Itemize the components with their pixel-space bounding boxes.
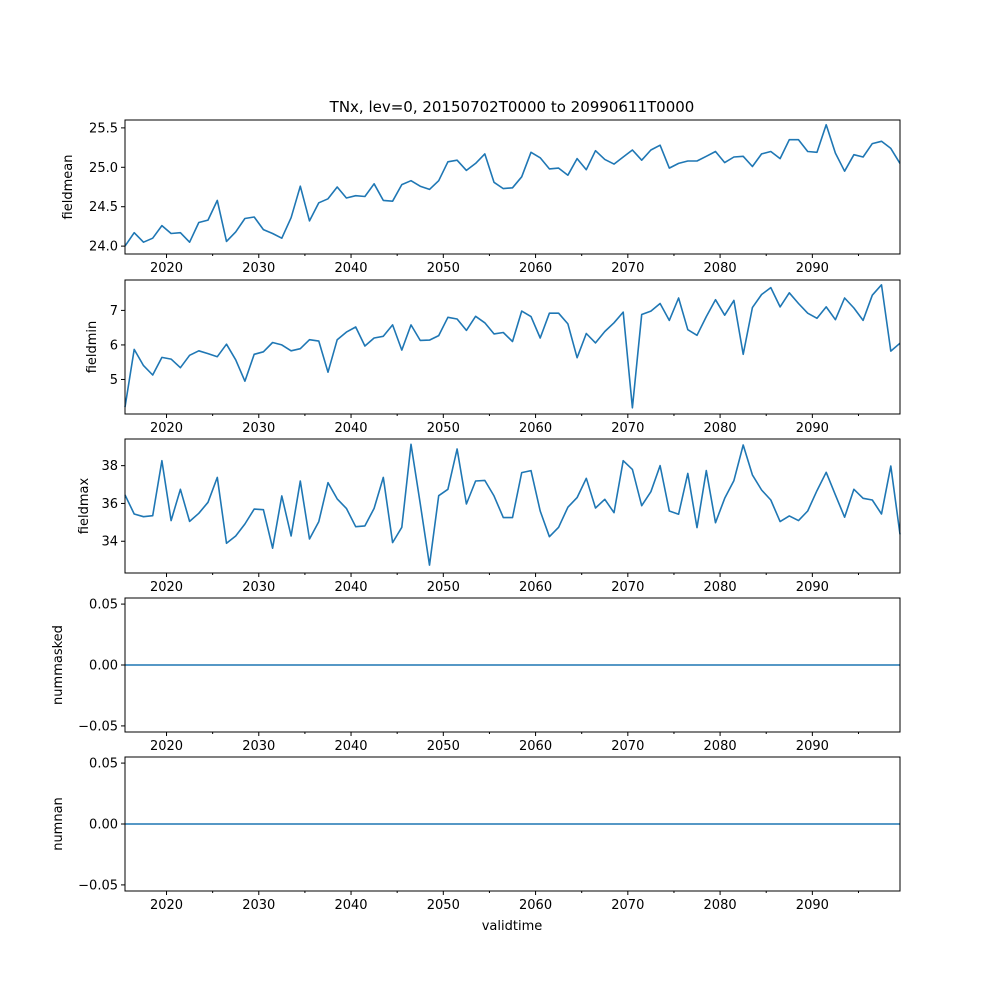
axes-frame — [124, 438, 901, 574]
x-tick-label: 2040 — [334, 261, 367, 276]
y-tick-label: −0.05 — [78, 719, 118, 734]
y-axis-label: numnan — [51, 797, 66, 851]
x-tick-label: 2050 — [427, 421, 460, 436]
y-tick-label: 34 — [101, 535, 118, 550]
x-tick-label: 2060 — [519, 421, 552, 436]
y-axis-label: nummasked — [51, 625, 66, 705]
x-tick-label: 2020 — [150, 898, 183, 913]
x-tick-label: 2040 — [334, 421, 367, 436]
x-tick-label: 2070 — [611, 739, 644, 754]
x-tick-label: 2080 — [704, 739, 737, 754]
subplot-nummasked: −0.05 0.00 0.05 2020 2030 2040 2050 2060 2070 208… — [51, 597, 901, 754]
x-tick-label: 2050 — [427, 261, 460, 276]
x-tick-label: 2070 — [611, 898, 644, 913]
x-tick-label: 2090 — [796, 898, 829, 913]
y-tick-label: 25.0 — [89, 161, 118, 176]
subplot-numnan: −0.05 0.00 0.05 2020 2030 2040 2050 2060 2070 208… — [51, 756, 901, 913]
series-line-fieldmean — [124, 123, 901, 247]
x-tick-label: 2080 — [704, 898, 737, 913]
x-tick-label: 2090 — [796, 580, 829, 595]
x-tick-label: 2090 — [796, 261, 829, 276]
x-tick-label: 2030 — [242, 898, 275, 913]
chart-title: TNx, lev=0, 20150702T0000 to 20990611T00… — [329, 98, 695, 116]
y-tick-label: 0.05 — [89, 757, 118, 772]
subplot-fieldmean: 24.0 24.5 25.0 25.5 2020 2030 2040 2050 2060 2070… — [61, 119, 901, 276]
x-tick-label: 2080 — [704, 580, 737, 595]
x-tick-label: 2050 — [427, 898, 460, 913]
x-tick-label: 2030 — [242, 739, 275, 754]
axes-frame — [124, 279, 901, 415]
x-tick-label: 2080 — [704, 421, 737, 436]
x-tick-label: 2030 — [242, 261, 275, 276]
y-tick-label: −0.05 — [78, 878, 118, 893]
y-axis-label: fieldmin — [85, 321, 100, 374]
x-tick-label: 2040 — [334, 580, 367, 595]
y-tick-label: 38 — [101, 459, 118, 474]
x-tick-label: 2020 — [150, 261, 183, 276]
x-tick-label: 2050 — [427, 739, 460, 754]
subplot-fieldmin: 5 6 7 2020 2030 2040 2050 2060 2070 2080 2090 field… — [85, 279, 901, 436]
y-tick-label: 6 — [110, 338, 118, 353]
axes-frame — [124, 119, 901, 255]
x-tick-label: 2060 — [519, 898, 552, 913]
y-tick-label: 0.00 — [89, 659, 118, 674]
x-tick-label: 2090 — [796, 739, 829, 754]
y-tick-label: 24.0 — [89, 240, 118, 255]
y-tick-label: 0.00 — [89, 818, 118, 833]
y-tick-label: 36 — [101, 497, 118, 512]
subplot-fieldmax: 34 36 38 2020 2030 2040 2050 2060 2070 2080 2090 fi… — [77, 438, 901, 595]
x-tick-label: 2080 — [704, 261, 737, 276]
y-axis-label: fieldmax — [77, 478, 92, 535]
y-tick-label: 7 — [110, 304, 118, 319]
y-tick-label: 5 — [110, 373, 118, 388]
x-tick-label: 2060 — [519, 739, 552, 754]
x-tick-label: 2020 — [150, 739, 183, 754]
y-axis-label: fieldmean — [61, 155, 76, 220]
y-tick-label: 24.5 — [89, 200, 118, 215]
x-axis-label: validtime — [482, 919, 543, 934]
x-tick-label: 2020 — [150, 421, 183, 436]
series-line-fieldmin — [124, 284, 901, 409]
x-tick-label: 2090 — [796, 421, 829, 436]
x-tick-label: 2070 — [611, 580, 644, 595]
x-tick-label: 2030 — [242, 421, 275, 436]
x-tick-label: 2040 — [334, 898, 367, 913]
x-tick-label: 2040 — [334, 739, 367, 754]
y-tick-label: 25.5 — [89, 121, 118, 136]
series-line-fieldmax — [124, 443, 901, 566]
y-tick-label: 0.05 — [89, 598, 118, 613]
x-tick-label: 2030 — [242, 580, 275, 595]
x-tick-label: 2070 — [611, 421, 644, 436]
x-tick-label: 2060 — [519, 261, 552, 276]
x-tick-label: 2060 — [519, 580, 552, 595]
x-tick-label: 2070 — [611, 261, 644, 276]
x-tick-label: 2020 — [150, 580, 183, 595]
x-tick-label: 2050 — [427, 580, 460, 595]
